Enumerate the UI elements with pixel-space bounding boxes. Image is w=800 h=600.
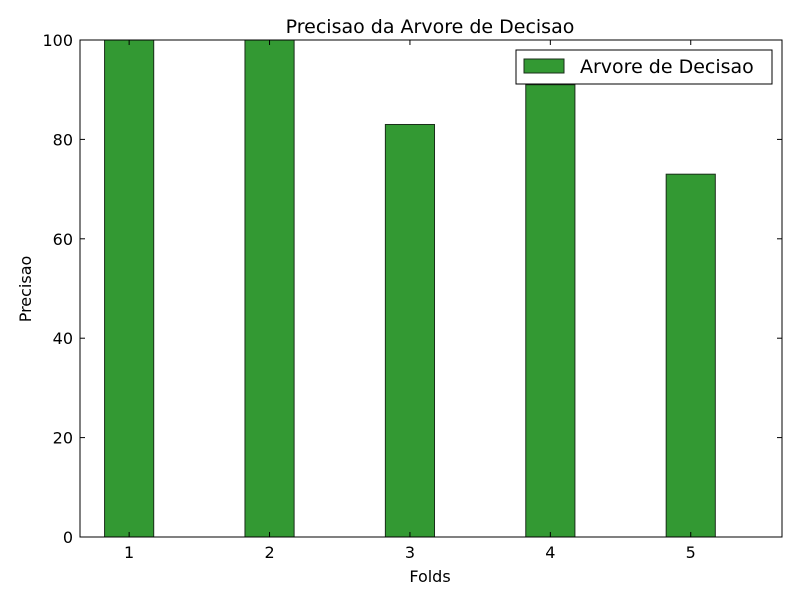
y-tick-label: 20 [53, 429, 73, 448]
x-tick-label: 2 [264, 543, 274, 562]
bars-group [104, 39, 716, 538]
x-axis-label: Folds [409, 567, 450, 586]
x-tick-label: 1 [124, 543, 134, 562]
bar-fold-4 [525, 84, 576, 538]
legend-swatch [523, 58, 565, 74]
bar-fold-3 [384, 123, 436, 538]
legend: Arvore de Decisao [515, 49, 773, 85]
x-tick-label: 4 [545, 543, 555, 562]
bar-fold-2 [244, 39, 295, 538]
bar-fold-1 [104, 39, 155, 538]
bar-fold-5 [665, 173, 716, 538]
x-tick-label: 3 [405, 543, 415, 562]
y-tick-label: 60 [53, 230, 73, 249]
y-tick-label: 100 [42, 31, 73, 50]
y-axis-label: Precisao [16, 256, 35, 323]
plot-frame [79, 39, 783, 538]
chart-title: Precisao da Arvore de Decisao [286, 16, 575, 38]
y-tick-label: 0 [63, 528, 73, 547]
ticks-group: 0 20 40 60 80 100 1 2 3 4 5 [42, 31, 782, 562]
y-tick-label: 40 [53, 329, 73, 348]
x-tick-label: 5 [686, 543, 696, 562]
legend-box [515, 49, 773, 85]
y-tick-label: 80 [53, 130, 73, 149]
legend-label: Arvore de Decisao [580, 56, 754, 78]
